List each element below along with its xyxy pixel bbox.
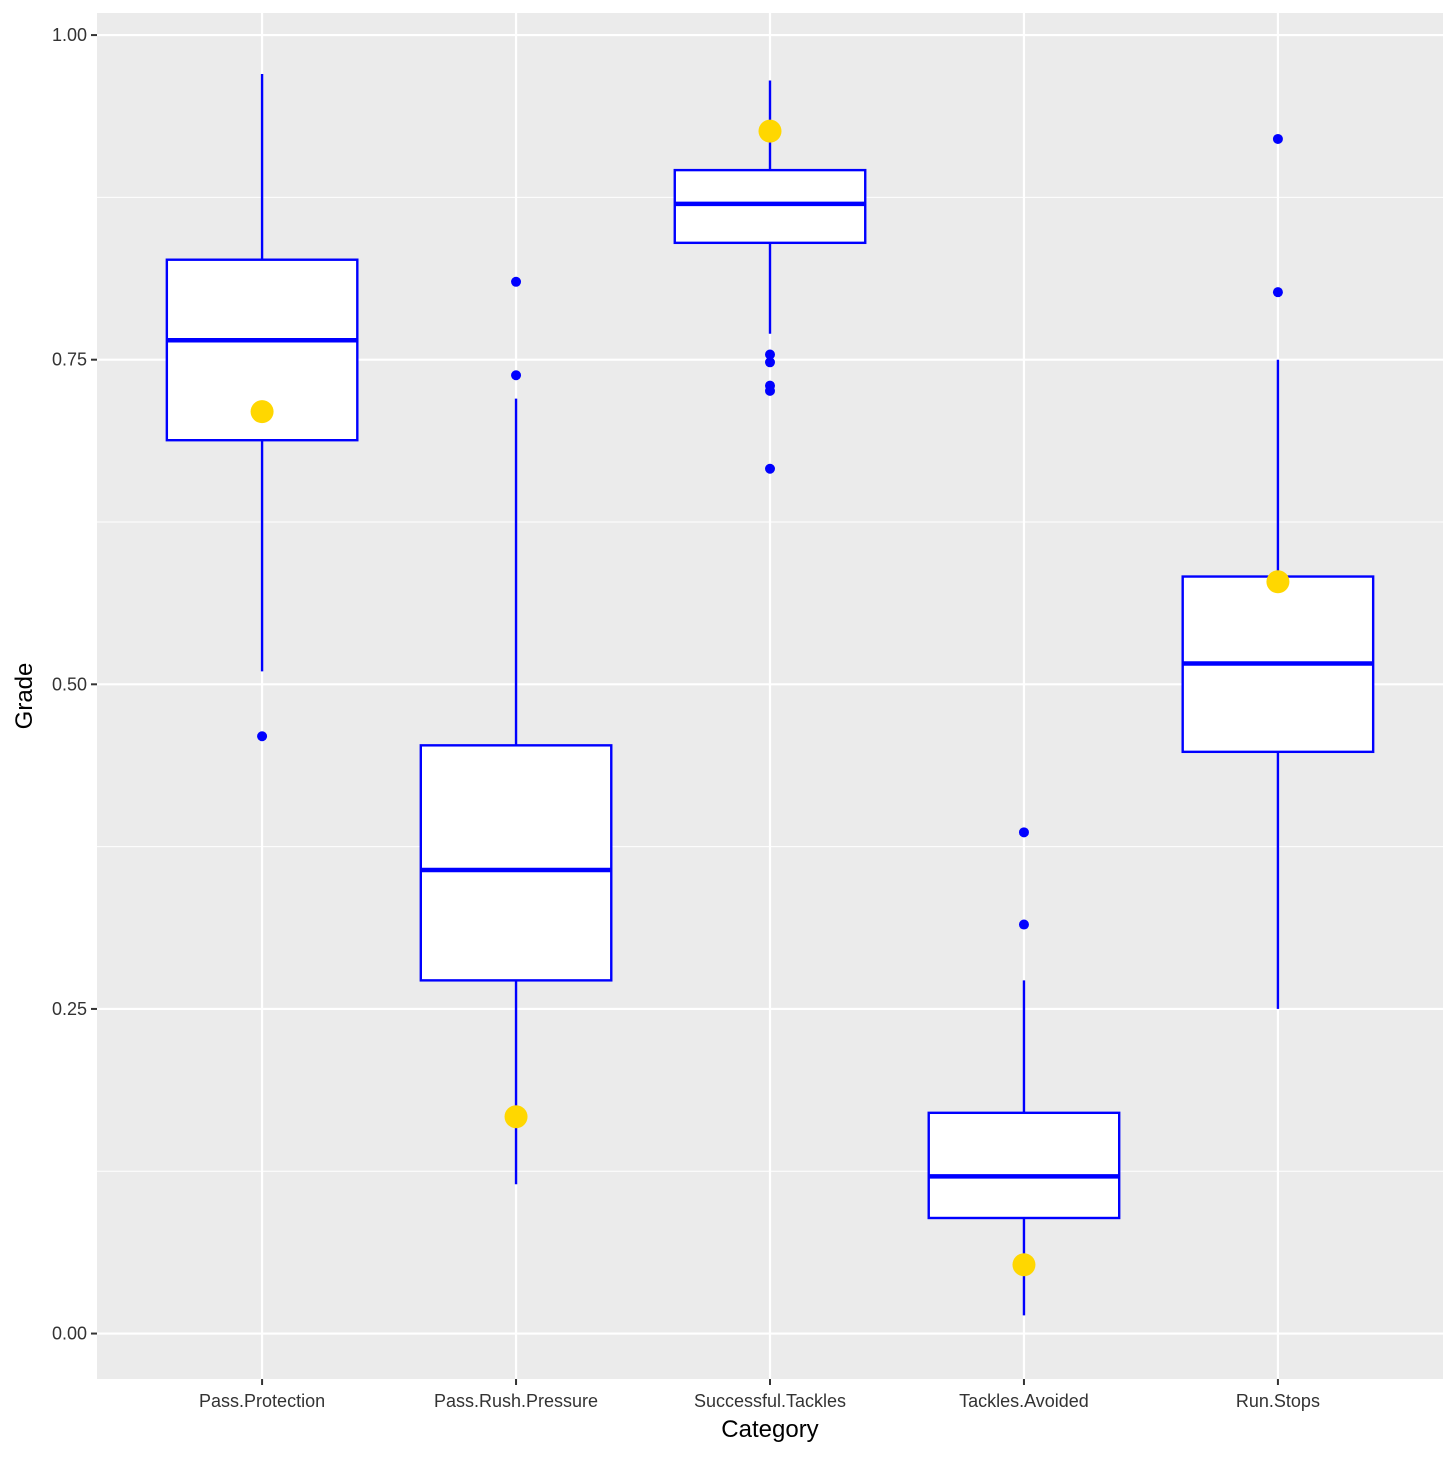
box-group xyxy=(927,827,1121,1316)
x-tick-label: Tackles.Avoided xyxy=(959,1391,1089,1411)
x-axis-title: Category xyxy=(721,1416,818,1443)
x-tick-label: Successful.Tackles xyxy=(694,1391,846,1411)
x-tick-label: Pass.Rush.Pressure xyxy=(434,1391,598,1411)
outlier-point xyxy=(765,463,775,474)
outlier-point xyxy=(511,276,522,287)
box-iqr xyxy=(673,168,867,245)
highlight-point xyxy=(758,119,782,143)
box-group xyxy=(419,276,613,1185)
outlier-point xyxy=(1272,287,1283,298)
outlier-point xyxy=(765,357,775,368)
x-axis: Pass.Protection Pass.Rush.Pressure Success… xyxy=(199,1379,1320,1411)
y-tick-label: 0.75 xyxy=(52,350,87,370)
outlier-point xyxy=(257,731,268,742)
y-axis-title: Grade xyxy=(11,663,38,730)
box-iqr xyxy=(419,744,613,982)
highlight-point xyxy=(1266,570,1290,594)
box-group xyxy=(165,74,359,742)
y-tick-label: 0.50 xyxy=(52,674,87,694)
x-tick-label: Run.Stops xyxy=(1236,1391,1320,1411)
outlier-point xyxy=(1018,827,1029,838)
box-group xyxy=(1181,133,1375,1009)
box-iqr xyxy=(927,1111,1121,1220)
boxes xyxy=(165,74,1375,1316)
highlight-point xyxy=(504,1105,528,1129)
y-tick-label: 0.25 xyxy=(52,999,87,1019)
highlight-point xyxy=(1012,1253,1036,1277)
y-tick-label: 0.00 xyxy=(52,1324,87,1344)
x-tick-label: Pass.Protection xyxy=(199,1391,325,1411)
highlight-point xyxy=(250,400,274,424)
outlier-point xyxy=(1272,133,1283,144)
outlier-point xyxy=(511,370,522,381)
y-tick-label: 1.00 xyxy=(52,25,87,45)
outlier-point xyxy=(765,385,775,396)
box-group xyxy=(673,80,867,474)
outlier-point xyxy=(1018,919,1029,930)
outlier-point xyxy=(765,349,775,360)
y-axis: 0.00 0.25 0.50 0.75 1.00 xyxy=(52,25,97,1344)
